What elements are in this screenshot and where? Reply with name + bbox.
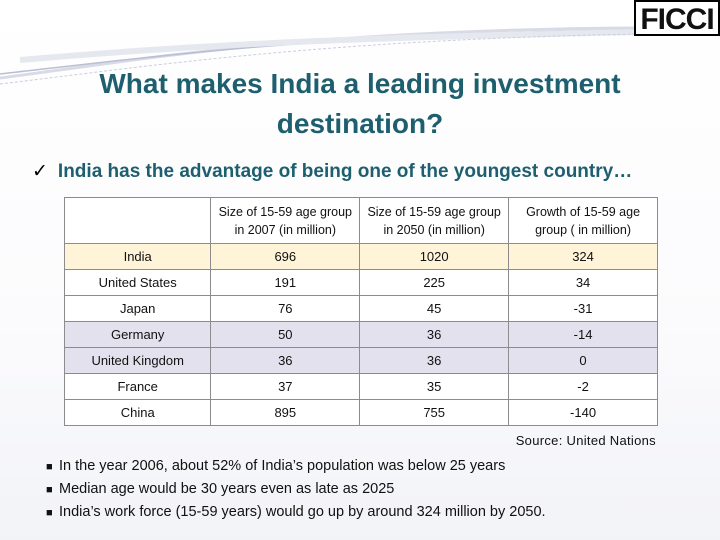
value-2007-cell: 76 [210, 295, 361, 322]
age-group-table: Size of 15-59 age group in 2007 (in mill… [63, 197, 658, 426]
growth-cell: 34 [508, 269, 658, 296]
header-cell-blank [63, 197, 212, 244]
decorative-swoosh [0, 26, 641, 85]
ficci-logo: FICCI [634, 0, 720, 36]
value-2050-cell: 35 [359, 373, 510, 400]
country-cell: United States [63, 269, 212, 296]
value-2050-cell: 36 [359, 321, 510, 348]
source-note: Source: United Nations [515, 433, 656, 448]
table-row: Japan 76 45 -31 [63, 295, 658, 322]
bullet-text: India’s work force (15-59 years) would g… [59, 504, 546, 520]
square-bullet-icon: ■ [46, 507, 53, 519]
value-2007-cell: 191 [210, 269, 361, 296]
table-row: China 895 755 -140 [63, 399, 658, 426]
growth-cell: -2 [508, 373, 658, 400]
bullet-list: ■ In the year 2006, about 52% of India’s … [46, 455, 546, 524]
table-row: India 696 1020 324 [63, 243, 658, 270]
table-row: Germany 50 36 -14 [63, 321, 658, 348]
header-cell-growth: Growth of 15-59 age group ( in million) [508, 197, 658, 244]
bullet-text: Median age would be 30 years even as lat… [59, 481, 395, 497]
country-cell: France [63, 373, 212, 400]
value-2007-cell: 895 [210, 399, 361, 426]
growth-cell: -14 [508, 321, 658, 348]
table-row: United Kingdom 36 36 0 [63, 347, 658, 374]
table-header-row: Size of 15-59 age group in 2007 (in mill… [63, 197, 658, 244]
checkmark-icon: ✓ [32, 161, 48, 182]
subtitle-text: India has the advantage of being one of … [57, 161, 633, 182]
value-2050-cell: 225 [359, 269, 510, 296]
value-2050-cell: 1020 [359, 243, 510, 270]
growth-cell: -140 [508, 399, 658, 426]
subtitle: ✓ India has the advantage of being one of… [32, 160, 712, 184]
square-bullet-icon: ■ [46, 461, 53, 473]
country-cell: China [63, 399, 212, 426]
bullet-item: ■ Median age would be 30 years even as la… [46, 478, 546, 501]
value-2007-cell: 696 [210, 243, 361, 270]
country-cell: India [63, 243, 212, 270]
header-cell-2050: Size of 15-59 age group in 2050 (in mill… [359, 197, 510, 244]
value-2050-cell: 36 [359, 347, 510, 374]
country-cell: United Kingdom [63, 347, 212, 374]
growth-cell: 324 [508, 243, 658, 270]
header-cell-2007: Size of 15-59 age group in 2007 (in mill… [210, 197, 361, 244]
bullet-item: ■ India’s work force (15-59 years) would … [46, 501, 546, 524]
square-bullet-icon: ■ [46, 484, 53, 496]
growth-cell: -31 [508, 295, 658, 322]
value-2050-cell: 755 [359, 399, 510, 426]
value-2050-cell: 45 [359, 295, 510, 322]
country-cell: Japan [63, 295, 212, 322]
country-cell: Germany [63, 321, 212, 348]
bullet-text: In the year 2006, about 52% of India’s p… [59, 458, 506, 474]
value-2007-cell: 37 [210, 373, 361, 400]
growth-cell: 0 [508, 347, 658, 374]
table-row: France 37 35 -2 [63, 373, 658, 400]
bullet-item: ■ In the year 2006, about 52% of India’s … [46, 455, 546, 478]
page-title: What makes India a leading investment de… [99, 68, 621, 139]
table-row: United States 191 225 34 [63, 269, 658, 296]
value-2007-cell: 36 [210, 347, 361, 374]
value-2007-cell: 50 [210, 321, 361, 348]
